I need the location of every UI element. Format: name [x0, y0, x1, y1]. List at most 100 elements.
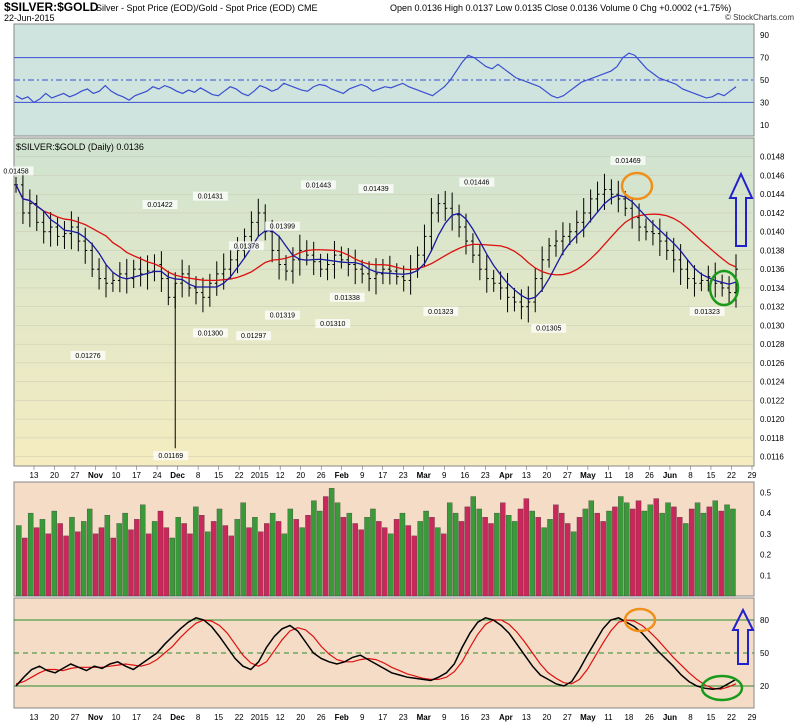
- price-annotation-label: 0.01399: [270, 224, 295, 231]
- x-tick-label: 18: [624, 713, 633, 722]
- volume-bar: [199, 515, 205, 597]
- volume-bar: [205, 531, 211, 597]
- x-tick-label: 2015: [251, 471, 269, 480]
- volume-bar: [16, 525, 22, 597]
- volume-bar: [429, 517, 435, 597]
- volume-bar: [724, 504, 730, 597]
- x-tick-label: Mar: [417, 713, 431, 722]
- volume-bar: [376, 521, 382, 597]
- volume-bar: [210, 521, 217, 597]
- green-highlight-circle: [708, 269, 740, 307]
- price-annotation-bg: [236, 331, 272, 341]
- price-annotation-label: 0.01443: [306, 182, 331, 189]
- volume-bar: [258, 531, 264, 597]
- x-tick-label: 16: [460, 471, 469, 480]
- volume-bar: [505, 515, 512, 597]
- volume-bar: [269, 512, 276, 597]
- price-tick-label: 0.0128: [760, 340, 785, 349]
- x-tick-label: 15: [707, 713, 716, 722]
- volume-bar: [22, 537, 28, 597]
- volume-tick-label: 0.4: [760, 509, 772, 518]
- x-tick-label: 23: [399, 471, 408, 480]
- price-annotation-bg: [329, 292, 365, 302]
- volume-bar: [63, 535, 69, 597]
- volume-bar: [582, 508, 589, 597]
- volume-bar: [488, 523, 494, 597]
- price-annotation-bg: [610, 156, 646, 166]
- volume-bar: [370, 508, 376, 597]
- x-tick-label: 8: [688, 471, 693, 480]
- volume-bar: [500, 502, 506, 597]
- price-annotation-bg: [153, 451, 189, 461]
- rsi-tick-label: 10: [760, 121, 769, 130]
- rsi-tick-label: 90: [760, 31, 769, 40]
- volume-bar: [39, 519, 46, 597]
- price-tick-label: 0.0138: [760, 246, 785, 255]
- volume-bar: [435, 527, 441, 597]
- volume-bar: [683, 523, 689, 597]
- price-tick-label: 0.0116: [760, 453, 784, 462]
- volume-bar: [275, 521, 282, 597]
- price-annotation-label: 0.01305: [536, 326, 561, 333]
- x-tick-label: 15: [707, 471, 716, 480]
- price-annotation-label: 0.01338: [335, 295, 360, 302]
- stochastic-tick-label: 20: [760, 682, 769, 691]
- volume-bar: [570, 531, 577, 597]
- volume-bar: [446, 502, 453, 597]
- x-tick-label: Nov: [88, 471, 104, 480]
- x-tick-label: 10: [112, 471, 121, 480]
- x-tick-label: 23: [399, 713, 408, 722]
- price-annotation-bg: [142, 200, 178, 210]
- up-arrow-icon-stoch: [731, 607, 755, 665]
- volume-bar: [659, 512, 665, 597]
- volume-bar: [128, 529, 134, 597]
- price-annotation-label: 0.01276: [75, 353, 100, 360]
- volume-bar: [75, 531, 81, 597]
- volume-bar: [600, 521, 606, 597]
- volume-bar: [151, 521, 158, 597]
- price-annotation-label: 0.01469: [615, 158, 640, 165]
- x-tick-label: 20: [296, 471, 305, 480]
- price-annotation-label: 0.01323: [428, 309, 453, 316]
- volume-bar: [730, 508, 736, 597]
- price-annotation-label: 0.01319: [270, 313, 295, 320]
- x-tick-label: 17: [378, 471, 387, 480]
- volume-bar: [553, 504, 559, 597]
- volume-bar: [323, 496, 329, 597]
- x-tick-label: 9: [360, 713, 365, 722]
- volume-bar: [228, 535, 235, 597]
- volume-bar: [340, 517, 347, 597]
- volume-bar: [92, 533, 99, 597]
- x-tick-label: 17: [132, 713, 141, 722]
- volume-bar: [140, 504, 146, 597]
- rsi-panel: 90 70 50 30 10: [13, 23, 769, 137]
- x-tick-label: 24: [153, 471, 162, 480]
- volume-bar: [69, 517, 75, 597]
- volume-bar: [216, 508, 223, 597]
- price-tick-label: 0.0148: [760, 153, 785, 162]
- x-tick-label: 27: [563, 713, 572, 722]
- volume-bar: [116, 523, 122, 597]
- x-tick-label: 11: [604, 713, 613, 722]
- price-annotation-label: 0.01300: [198, 330, 223, 337]
- price-tick-label: 0.0130: [760, 321, 785, 330]
- volume-bar: [163, 527, 170, 597]
- chart-date: 22-Jun-2015: [4, 13, 55, 23]
- price-tick-label: 0.0124: [760, 378, 785, 387]
- x-tick-label: 26: [645, 471, 654, 480]
- price-tick-label: 0.0144: [760, 190, 785, 199]
- volume-bar: [559, 512, 565, 597]
- x-tick-label: 9: [442, 713, 447, 722]
- price-panel-title: $SILVER:$GOLD (Daily) 0.0136: [16, 142, 144, 152]
- volume-bar: [382, 527, 388, 597]
- volume-bar: [541, 527, 547, 597]
- volume-bar: [624, 502, 630, 597]
- volume-bar: [606, 510, 612, 597]
- volume-bar: [641, 510, 648, 597]
- rsi-line: [15, 52, 737, 104]
- price-tick-label: 0.0118: [760, 434, 784, 443]
- volume-bar: [299, 527, 305, 597]
- price-annotation-bg: [228, 241, 264, 251]
- volume-bar: [411, 535, 417, 597]
